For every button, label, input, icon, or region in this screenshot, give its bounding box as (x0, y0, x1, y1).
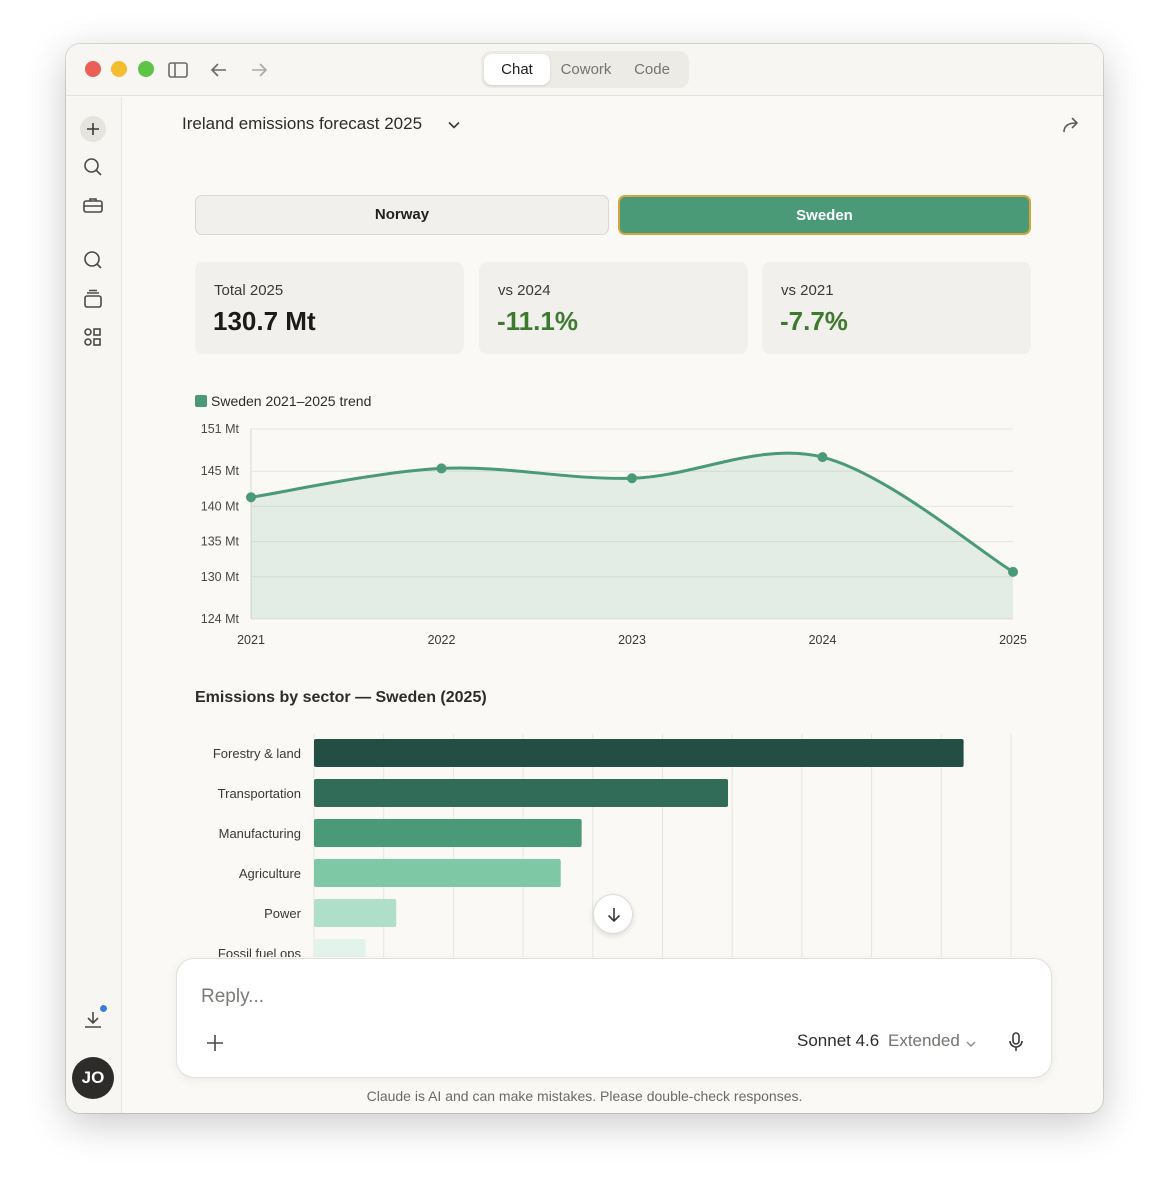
legend-swatch (195, 395, 207, 407)
notification-dot (99, 1004, 108, 1013)
stat-card-vs-2024: vs 2024 -11.1% (479, 262, 748, 354)
y-tick-label: 135 Mt (201, 535, 240, 549)
title-bar: Chat Cowork Code (66, 44, 1103, 96)
sector-bar (314, 779, 729, 807)
trend-line (250, 451, 1014, 574)
back-arrow-icon[interactable] (207, 58, 231, 82)
tab-cowork[interactable]: Cowork (560, 61, 612, 78)
toolbox-icon[interactable] (81, 193, 105, 217)
data-point (436, 463, 447, 474)
bar-category-label: Power (264, 906, 302, 921)
reply-composer: Sonnet 4.6 Extended (176, 958, 1052, 1078)
model-selector[interactable]: Sonnet 4.6 Extended (797, 1031, 960, 1051)
y-tick-label: 130 Mt (201, 570, 240, 584)
y-tick-label: 151 Mt (201, 422, 240, 436)
x-tick-label: 2025 (999, 633, 1027, 647)
data-point (1008, 566, 1018, 577)
sector-bar (314, 819, 582, 847)
chats-icon[interactable] (81, 248, 105, 272)
stat-label: Total 2025 (214, 282, 284, 299)
artifacts-icon[interactable] (81, 325, 105, 349)
share-icon[interactable] (1060, 114, 1082, 136)
bar-category-label: Fossil fuel ops (218, 946, 302, 957)
sector-bar-chart: Forestry & land Transportation Manufacturi… (213, 734, 1012, 957)
x-tick-label: 2023 (618, 633, 646, 647)
country-toggle-sweden[interactable]: Sweden (618, 195, 1031, 235)
model-mode: Extended (887, 1031, 960, 1050)
sector-bar (314, 899, 397, 927)
stat-label: vs 2021 (781, 282, 834, 299)
sidebar-toggle-icon[interactable] (166, 58, 190, 82)
sector-bar (314, 939, 366, 957)
add-attachment-icon[interactable] (203, 1031, 227, 1055)
area-fill (251, 453, 1013, 619)
bar-category-label: Forestry & land (213, 746, 301, 761)
stat-value: 130.7 Mt (213, 306, 316, 336)
model-name: Sonnet 4.6 (797, 1031, 880, 1050)
sidebar: JO (66, 97, 122, 1113)
sector-bar (314, 739, 964, 767)
minimize-window-button[interactable] (111, 61, 127, 77)
x-tick-label: 2022 (428, 633, 456, 647)
projects-icon[interactable] (81, 287, 105, 311)
mode-tabs: Chat Cowork Code (481, 51, 689, 88)
sector-chart-title: Emissions by sector — Sweden (2025) (195, 689, 487, 706)
close-window-button[interactable] (85, 61, 101, 77)
data-point (246, 492, 256, 503)
reply-input[interactable] (201, 983, 901, 1011)
chart-legend-label: Sweden 2021–2025 trend (211, 393, 372, 409)
arrow-down-icon (607, 908, 621, 923)
scroll-down-button[interactable] (593, 894, 633, 934)
scroll-fade (123, 144, 1103, 164)
bar-category-label: Manufacturing (219, 826, 301, 841)
data-point (627, 473, 637, 484)
download-icon[interactable] (81, 1008, 105, 1032)
bar-category-label: Transportation (218, 786, 301, 801)
y-tick-label: 140 Mt (201, 499, 240, 513)
conversation-title[interactable]: Ireland emissions forecast 2025 (182, 114, 460, 134)
tab-code[interactable]: Code (634, 61, 670, 78)
chevron-down-icon[interactable] (965, 1037, 977, 1049)
x-tick-label: 2024 (809, 633, 837, 647)
stat-card-vs-2021: vs 2021 -7.7% (762, 262, 1031, 354)
bar-category-label: Agriculture (239, 866, 301, 881)
trend-line-chart: 124 Mt 130 Mt 135 Mt 140 Mt 145 Mt 151 Mt 2021… (201, 422, 1027, 647)
disclaimer: Claude is AI and can make mistakes. Plea… (366, 1088, 803, 1104)
stat-value: -11.1% (497, 306, 578, 336)
y-tick-label: 145 Mt (201, 464, 240, 478)
sector-bar (314, 859, 561, 887)
tab-chat[interactable]: Chat (484, 54, 550, 85)
zoom-window-button[interactable] (138, 61, 154, 77)
chevron-down-icon (448, 121, 460, 129)
stat-card-total: Total 2025 130.7 Mt (195, 262, 464, 354)
data-point (817, 452, 828, 463)
y-tick-label: 124 Mt (201, 612, 240, 626)
forward-arrow-icon[interactable] (247, 58, 271, 82)
app-window: Chat Cowork Code JO Ireland emissions (66, 44, 1103, 1113)
microphone-icon[interactable] (1004, 1030, 1028, 1054)
stat-label: vs 2024 (498, 282, 551, 299)
avatar[interactable]: JO (72, 1057, 114, 1099)
new-chat-icon[interactable] (80, 116, 106, 142)
stat-value: -7.7% (780, 306, 848, 336)
conversation-title-text: Ireland emissions forecast 2025 (182, 114, 423, 133)
country-toggle-norway[interactable]: Norway (195, 195, 609, 235)
search-icon[interactable] (81, 155, 105, 179)
x-tick-label: 2021 (237, 633, 265, 647)
